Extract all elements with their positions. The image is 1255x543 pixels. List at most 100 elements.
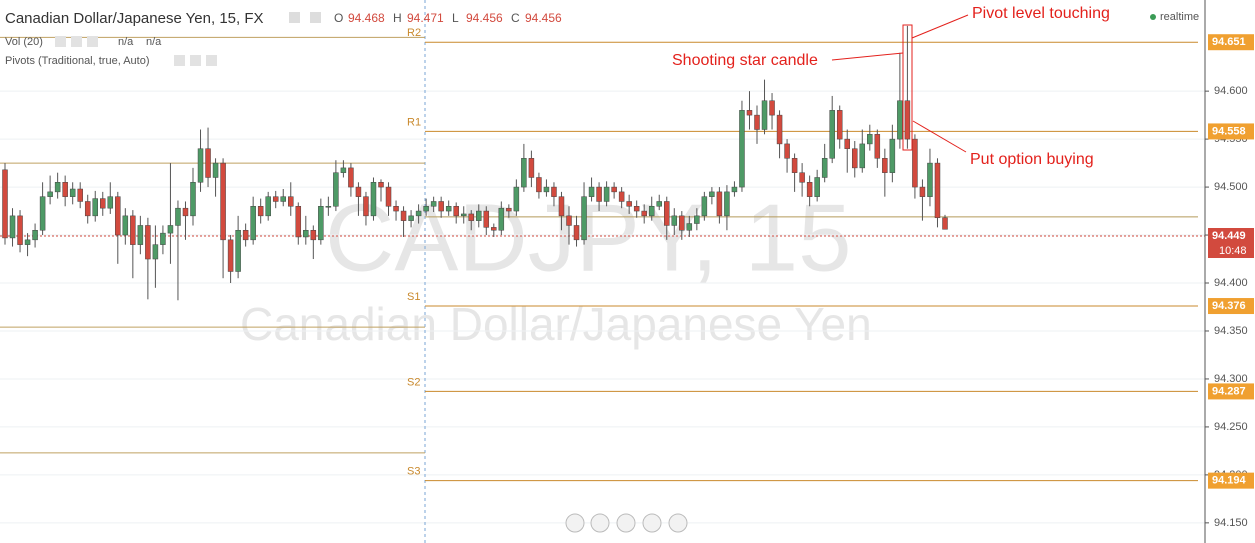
candle-body bbox=[54, 182, 61, 193]
indicator: Pivots (Traditional, true, Auto) bbox=[5, 55, 150, 67]
candle-body bbox=[333, 172, 339, 207]
status-dot bbox=[1150, 14, 1156, 20]
candle-body bbox=[227, 239, 234, 272]
zoom-in[interactable] bbox=[642, 513, 662, 533]
annotation: Pivot level touching bbox=[972, 5, 1110, 22]
candle-body bbox=[107, 196, 114, 209]
y-tick-label: 94.600 bbox=[1214, 85, 1248, 97]
candle-body bbox=[32, 229, 38, 241]
y-tick-label: 94.150 bbox=[1214, 517, 1248, 529]
candle-body bbox=[836, 110, 843, 140]
candle-body bbox=[626, 201, 632, 207]
scroll-right[interactable] bbox=[668, 513, 688, 533]
pivot-axis-box bbox=[1208, 383, 1254, 400]
annotation-line bbox=[831, 52, 904, 61]
candle-body bbox=[927, 162, 933, 197]
candle-body bbox=[588, 186, 595, 197]
icon[interactable] bbox=[190, 55, 201, 66]
candle-body bbox=[2, 169, 8, 239]
annotation-line bbox=[911, 14, 969, 39]
candle-body bbox=[566, 215, 572, 226]
candles bbox=[2, 25, 948, 301]
candle-body bbox=[904, 100, 911, 140]
scroll-left[interactable] bbox=[565, 513, 585, 533]
candle-body bbox=[92, 198, 98, 217]
candle-body bbox=[145, 225, 151, 260]
candle-body bbox=[100, 198, 106, 209]
ohlc-key: O bbox=[334, 11, 343, 25]
icon[interactable] bbox=[174, 55, 185, 66]
candle-body bbox=[641, 210, 647, 217]
candle-body bbox=[242, 229, 249, 241]
candle-body bbox=[295, 206, 302, 238]
icon[interactable] bbox=[55, 36, 66, 47]
candle-body bbox=[453, 206, 459, 217]
candle-body bbox=[257, 206, 264, 217]
indicator: Vol (20) bbox=[5, 36, 43, 48]
pivot-axis-box bbox=[1208, 472, 1254, 489]
y-tick-label: 94.350 bbox=[1214, 325, 1248, 337]
candle-body bbox=[370, 182, 377, 217]
pivot-axis-label: 94.194 bbox=[1212, 475, 1247, 487]
candle-body bbox=[408, 215, 414, 221]
pivot-axis-box bbox=[1208, 298, 1254, 315]
candle-body bbox=[934, 162, 941, 219]
y-tick-label: 94.500 bbox=[1214, 181, 1248, 193]
icon[interactable] bbox=[206, 55, 217, 66]
pivot-axis-label: 94.651 bbox=[1212, 36, 1246, 48]
reset[interactable] bbox=[616, 513, 636, 533]
icon[interactable] bbox=[87, 36, 98, 47]
candle-body bbox=[348, 167, 354, 188]
candle-body bbox=[318, 206, 324, 241]
ohlc-key: H bbox=[393, 11, 402, 25]
candle-body bbox=[912, 138, 918, 188]
candle-body bbox=[694, 215, 700, 224]
candle-body bbox=[603, 186, 610, 202]
candle-body bbox=[137, 225, 144, 245]
pivot-axis-label: 94.376 bbox=[1212, 300, 1246, 312]
candle-body bbox=[506, 207, 512, 212]
candle-body bbox=[160, 232, 166, 245]
annotation: Shooting star candle bbox=[672, 52, 818, 69]
icon[interactable] bbox=[289, 12, 300, 23]
ohlc-value: 94.456 bbox=[466, 11, 503, 25]
candle-body bbox=[656, 201, 662, 207]
candle-body bbox=[355, 186, 362, 197]
candle-body bbox=[77, 188, 83, 202]
pivot-name: R1 bbox=[407, 116, 421, 128]
pivot-name: R2 bbox=[407, 27, 421, 39]
candle-body bbox=[648, 206, 655, 217]
pivot-name: S3 bbox=[407, 466, 420, 478]
candle-body bbox=[859, 143, 866, 169]
candle-body bbox=[754, 114, 760, 130]
pivot-axis-box bbox=[1208, 123, 1254, 140]
candle-body bbox=[784, 143, 790, 159]
candle-body bbox=[716, 191, 723, 217]
candle-body bbox=[596, 186, 602, 202]
icon[interactable] bbox=[71, 36, 82, 47]
candle-body bbox=[460, 213, 467, 217]
candle-body bbox=[385, 186, 392, 207]
candle-body bbox=[633, 206, 640, 212]
candle-body bbox=[130, 215, 136, 245]
candle-body bbox=[175, 207, 181, 226]
candle-body bbox=[438, 201, 444, 212]
pivot-axis-box bbox=[1208, 34, 1254, 51]
candle-body bbox=[844, 138, 850, 149]
y-tick-label: 94.300 bbox=[1214, 373, 1248, 385]
candle-body bbox=[69, 188, 76, 197]
candle-body bbox=[115, 196, 121, 236]
candle-body bbox=[776, 114, 783, 145]
icon[interactable] bbox=[310, 12, 321, 23]
candle-body bbox=[152, 244, 159, 260]
candle-body bbox=[250, 206, 256, 241]
candle-body bbox=[272, 196, 279, 202]
candle-body bbox=[280, 196, 286, 202]
candle-body bbox=[325, 206, 332, 208]
zoom-out[interactable] bbox=[590, 513, 610, 533]
pivot-axis-label: 94.287 bbox=[1212, 385, 1246, 397]
chart-title: Canadian Dollar/Japanese Yen, 15, FX bbox=[5, 10, 264, 27]
candle-body bbox=[618, 191, 625, 202]
ohlc-value: 94.471 bbox=[407, 11, 444, 25]
